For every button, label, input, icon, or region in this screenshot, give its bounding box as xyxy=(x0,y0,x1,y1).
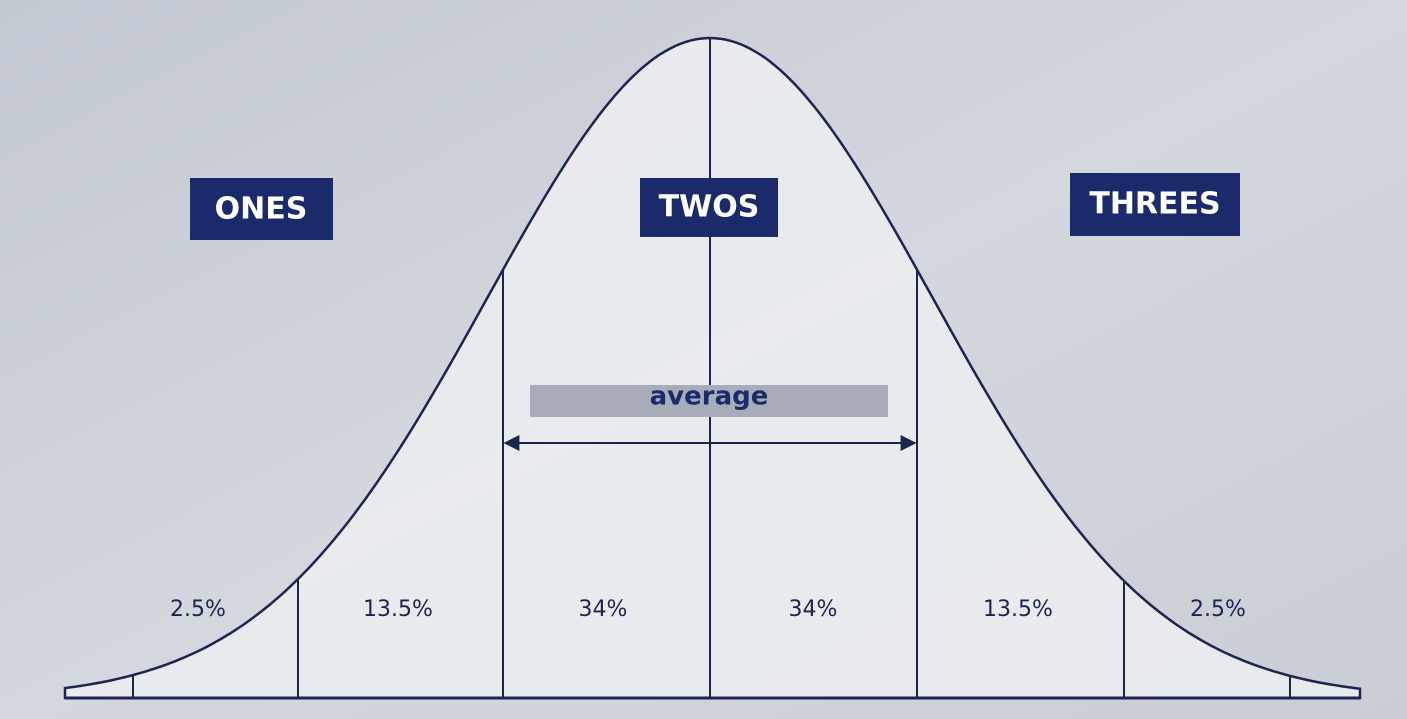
segment-label: 34% xyxy=(579,597,628,622)
segment-label: 34% xyxy=(789,597,838,622)
segment-label: 13.5% xyxy=(363,597,433,622)
segment-label: 2.5% xyxy=(1190,597,1246,622)
group-label: THREES xyxy=(1089,187,1220,222)
page: ONES TWOS THREES average 2.5% 13.5% 34% … xyxy=(0,0,1407,719)
segment-label: 2.5% xyxy=(170,597,226,622)
group-label: TWOS xyxy=(659,190,760,225)
diagram: ONES TWOS THREES average 2.5% 13.5% 34% … xyxy=(0,0,1407,719)
average-label: average xyxy=(650,382,769,412)
group-label: ONES xyxy=(215,192,308,227)
segment-label: 13.5% xyxy=(983,597,1053,622)
